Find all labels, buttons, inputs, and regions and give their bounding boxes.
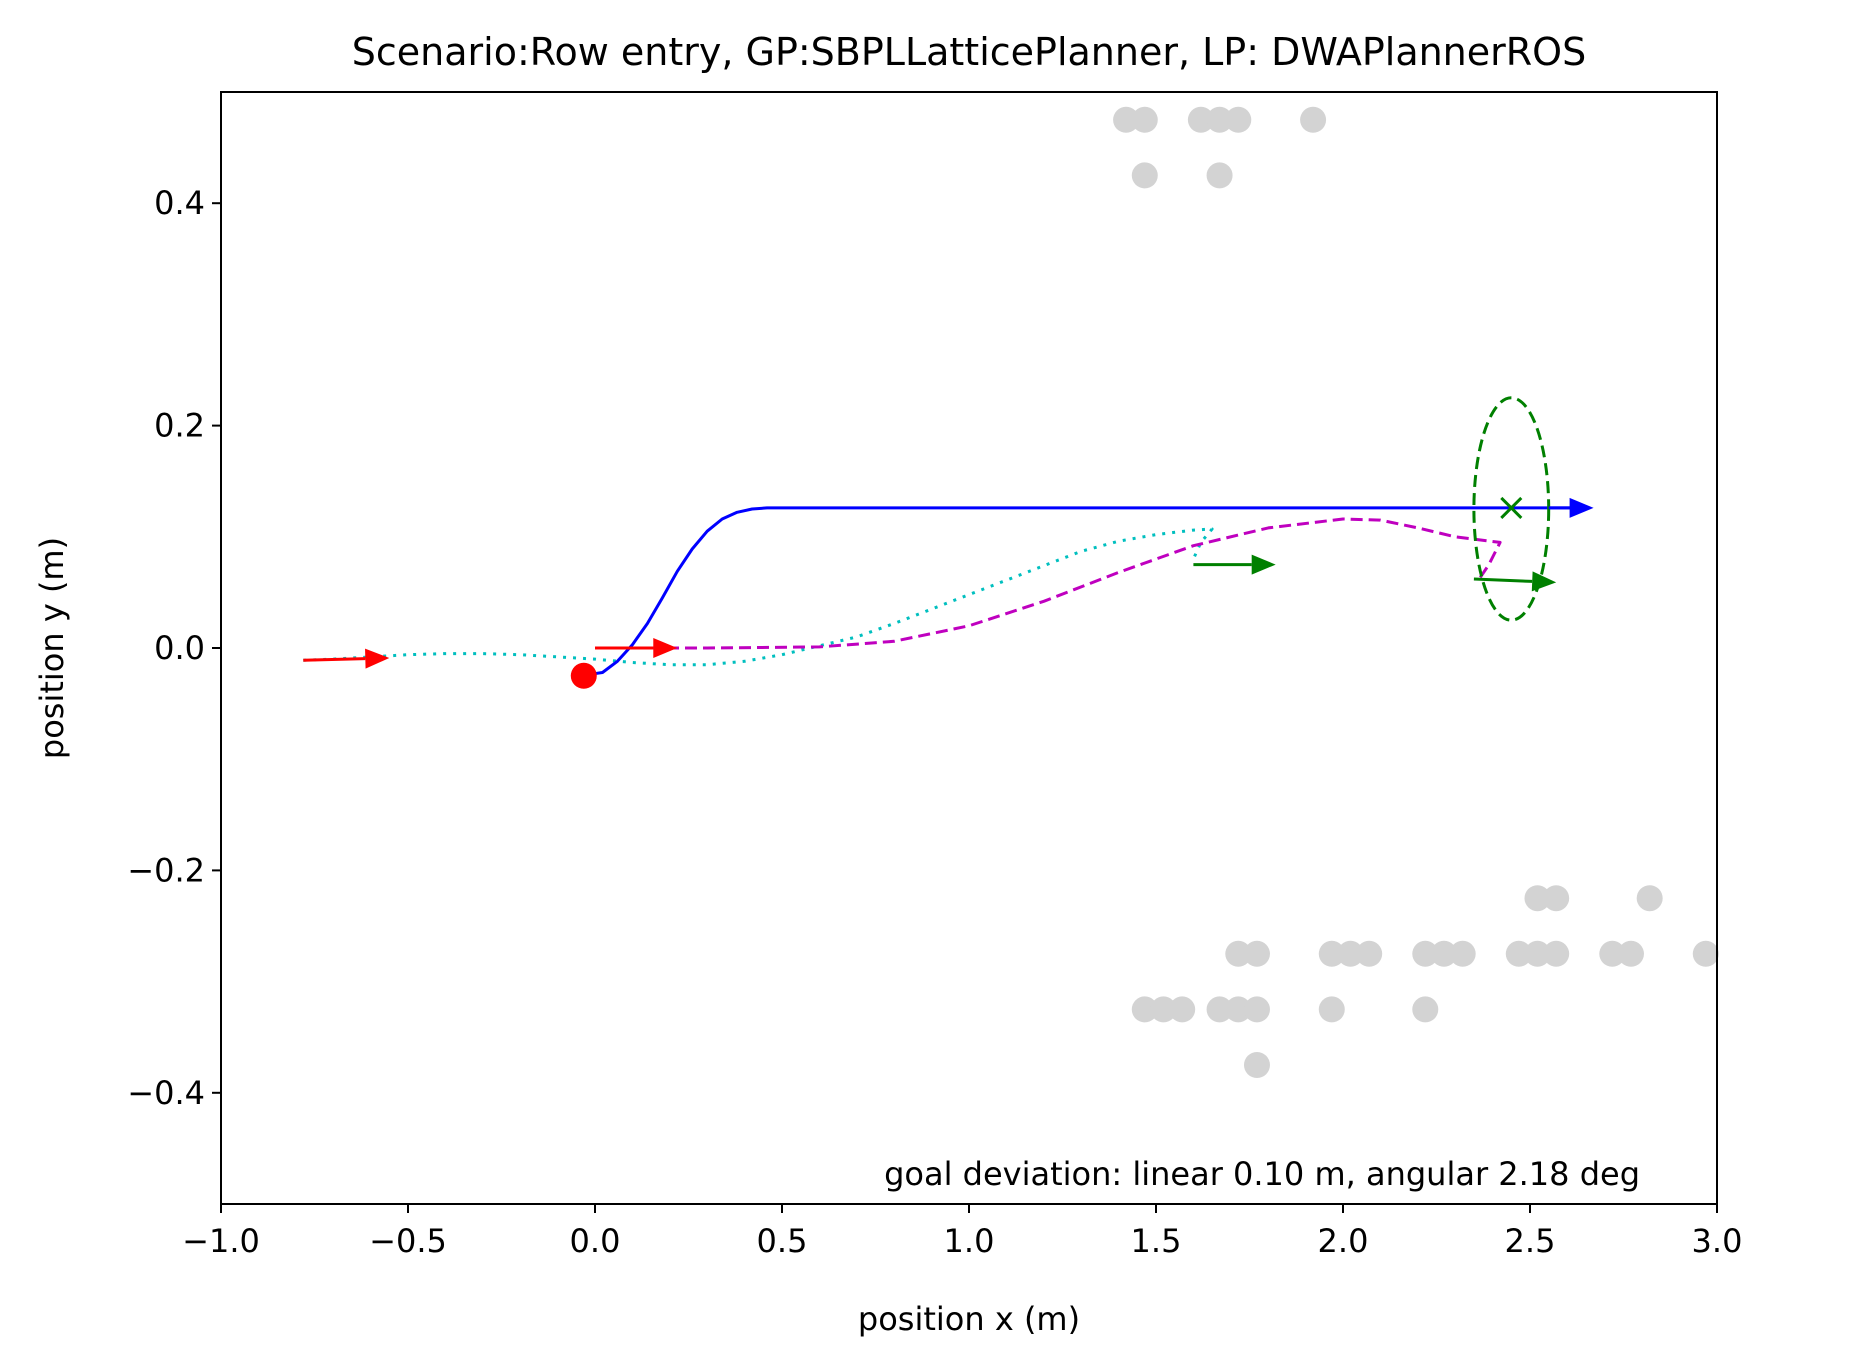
obstacle-point xyxy=(1318,940,1345,967)
obstacle-point xyxy=(1187,106,1214,133)
obstacle-point xyxy=(1449,940,1476,967)
obstacle-point xyxy=(1243,940,1270,967)
obstacle-point xyxy=(1113,106,1140,133)
x-tick-label: 2.0 xyxy=(1318,1222,1369,1260)
start-pose-arrow-shaft xyxy=(303,657,366,662)
x-axis-label: position x (m) xyxy=(858,1300,1080,1338)
obstacle-point xyxy=(1318,996,1345,1023)
obstacle-point xyxy=(1131,106,1158,133)
markers-layer xyxy=(570,496,1523,689)
x-tick-label: 1.5 xyxy=(1131,1222,1182,1260)
goal-deviation-annotation: goal deviation: linear 0.10 m, angular 2… xyxy=(884,1155,1640,1193)
global-goal-arrow-head xyxy=(1569,497,1594,518)
x-tick-label: 2.5 xyxy=(1505,1222,1556,1260)
obstacle-point xyxy=(1225,996,1252,1023)
obstacle-point xyxy=(1206,162,1233,189)
x-tick-label: −1.0 xyxy=(182,1222,260,1260)
start-marker xyxy=(570,662,597,689)
obstacle-point xyxy=(1636,885,1663,912)
obstacle-point xyxy=(1206,996,1233,1023)
x-tick-label: −0.5 xyxy=(369,1222,447,1260)
obstacle-point xyxy=(1337,940,1364,967)
obstacle-point xyxy=(1225,106,1252,133)
start-pose-arrow-head xyxy=(653,638,678,658)
goal-x-marker xyxy=(1500,496,1523,519)
obstacle-point xyxy=(1150,996,1177,1023)
goal-pose-arrow-head xyxy=(1251,554,1276,575)
y-axis-ticks: −0.4 −0.2 0.0 0.2 0.4 xyxy=(127,184,221,1112)
x-tick-label: 0.5 xyxy=(757,1222,808,1260)
goal-pose-arrow-shaft xyxy=(1473,577,1533,583)
plot-area xyxy=(303,106,1719,1078)
x-tick-label: 0.0 xyxy=(570,1222,621,1260)
obstacle-point xyxy=(1617,940,1644,967)
x-axis-ticks: −1.0 −0.5 0.0 0.5 1.0 1.5 2.0 2.5 3.0 xyxy=(182,1204,1742,1260)
y-tick-label: −0.2 xyxy=(127,851,205,889)
obstacle-point xyxy=(1412,996,1439,1023)
y-tick-label: 0.0 xyxy=(154,629,205,667)
x-tick-label: 3.0 xyxy=(1692,1222,1743,1260)
obstacle-point xyxy=(1599,940,1626,967)
obstacles-layer xyxy=(1113,106,1719,1078)
obstacle-point xyxy=(1243,1052,1270,1078)
goal-pose-arrow-head xyxy=(1531,571,1557,592)
obstacle-point xyxy=(1225,940,1252,967)
x-tick-label: 1.0 xyxy=(944,1222,995,1260)
trajectory-line xyxy=(303,527,1214,667)
obstacle-point xyxy=(1524,940,1551,967)
obstacle-point xyxy=(1131,162,1158,189)
obstacle-point xyxy=(1206,106,1233,133)
y-tick-label: −0.4 xyxy=(127,1074,205,1112)
y-tick-label: 0.2 xyxy=(154,407,205,445)
obstacle-point xyxy=(1131,996,1158,1023)
obstacle-point xyxy=(1543,885,1570,912)
obstacle-point xyxy=(1412,940,1439,967)
obstacle-point xyxy=(1524,885,1551,912)
start-pose-arrow-head xyxy=(365,648,390,669)
obstacle-point xyxy=(1543,940,1570,967)
obstacle-point xyxy=(1692,940,1719,967)
obstacle-point xyxy=(1505,940,1532,967)
y-axis-label: position y (m) xyxy=(33,537,71,759)
global-path-line xyxy=(587,506,1575,677)
y-tick-label: 0.4 xyxy=(154,184,205,222)
arrows-layer xyxy=(303,497,1594,669)
local-path-line xyxy=(595,517,1502,650)
obstacle-point xyxy=(1430,940,1457,967)
obstacle-point xyxy=(1300,106,1327,133)
obstacle-point xyxy=(1243,996,1270,1023)
obstacle-point xyxy=(1169,996,1196,1023)
obstacle-point xyxy=(1356,940,1383,967)
chart-title: Scenario:Row entry, GP:SBPLLatticePlanne… xyxy=(352,30,1586,74)
